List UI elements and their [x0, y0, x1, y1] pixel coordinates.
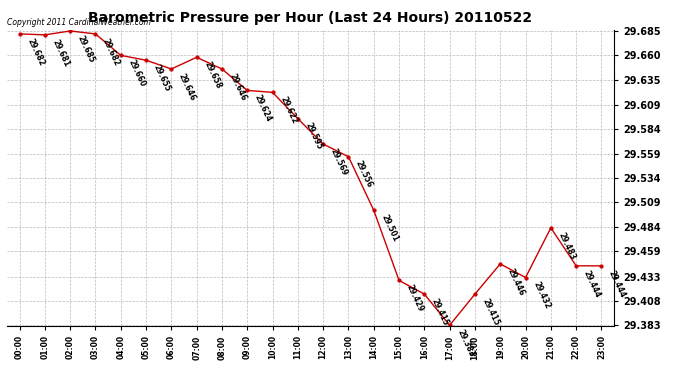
- Text: 29.444: 29.444: [582, 268, 602, 299]
- Text: 29.569: 29.569: [328, 147, 349, 177]
- Text: 29.383: 29.383: [455, 328, 475, 358]
- Text: 29.624: 29.624: [253, 93, 273, 123]
- Text: 29.595: 29.595: [304, 122, 324, 152]
- Text: 29.660: 29.660: [126, 58, 147, 88]
- Text: 29.685: 29.685: [76, 34, 96, 64]
- Text: 29.655: 29.655: [152, 63, 172, 93]
- Text: 29.681: 29.681: [50, 38, 71, 68]
- Text: Barometric Pressure per Hour (Last 24 Hours) 20110522: Barometric Pressure per Hour (Last 24 Ho…: [88, 11, 533, 25]
- Text: 29.622: 29.622: [278, 95, 299, 125]
- Text: 29.556: 29.556: [354, 159, 375, 189]
- Text: 29.646: 29.646: [177, 72, 197, 102]
- Text: 29.658: 29.658: [202, 60, 223, 90]
- Text: 29.646: 29.646: [228, 72, 248, 102]
- Text: Copyright 2011 CardinalWeather.com: Copyright 2011 CardinalWeather.com: [7, 18, 151, 27]
- Text: 29.444: 29.444: [607, 268, 627, 299]
- Text: 29.483: 29.483: [556, 231, 577, 261]
- Text: 29.415: 29.415: [480, 297, 501, 327]
- Text: 29.446: 29.446: [506, 267, 526, 297]
- Text: 29.429: 29.429: [404, 283, 425, 314]
- Text: 29.432: 29.432: [531, 280, 551, 310]
- Text: 29.682: 29.682: [101, 37, 121, 67]
- Text: 29.415: 29.415: [430, 297, 451, 327]
- Text: 29.682: 29.682: [25, 37, 46, 67]
- Text: 29.501: 29.501: [380, 213, 400, 243]
